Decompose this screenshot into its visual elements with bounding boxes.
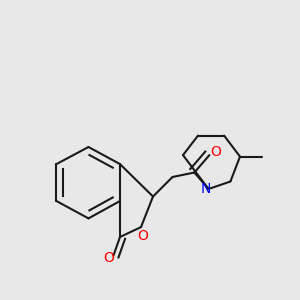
Text: O: O: [103, 251, 114, 265]
Text: O: O: [210, 145, 221, 159]
Text: O: O: [137, 229, 148, 242]
Text: N: N: [201, 182, 211, 196]
